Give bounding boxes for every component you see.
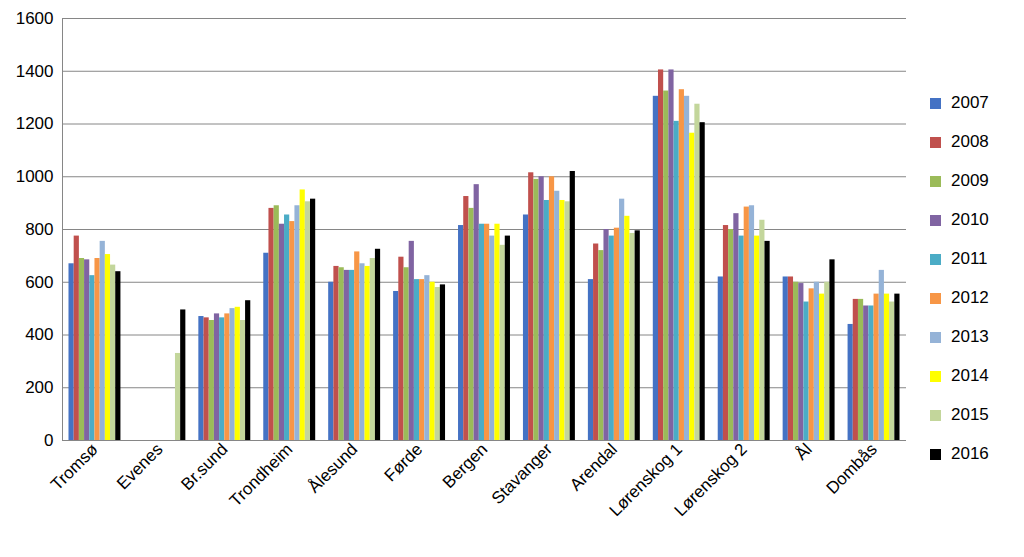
html-text:2012: 2012 bbox=[951, 288, 989, 307]
svg-text:Førde: Førde bbox=[381, 440, 426, 485]
svg-text:Br.sund: Br.sund bbox=[177, 440, 231, 494]
html-text:2010: 2010 bbox=[951, 210, 989, 229]
html-text:2007: 2007 bbox=[951, 93, 989, 112]
svg-text:1600: 1600 bbox=[16, 9, 54, 28]
svg-text:Arendal: Arendal bbox=[566, 440, 621, 495]
svg-text:800: 800 bbox=[25, 220, 53, 239]
svg-text:1000: 1000 bbox=[16, 167, 54, 186]
svg-text:Lørenskog 1: Lørenskog 1 bbox=[605, 439, 686, 520]
svg-text:0: 0 bbox=[44, 431, 53, 450]
html-text:2014: 2014 bbox=[951, 366, 989, 385]
svg-text:Dombås: Dombås bbox=[823, 440, 881, 498]
html-text:2015: 2015 bbox=[951, 405, 989, 424]
html-text:2011: 2011 bbox=[951, 249, 988, 268]
html-text:2013: 2013 bbox=[951, 327, 989, 346]
html-text:2009: 2009 bbox=[951, 171, 989, 190]
svg-text:1200: 1200 bbox=[16, 114, 54, 133]
html-text:2016: 2016 bbox=[951, 444, 989, 463]
svg-text:Bergen: Bergen bbox=[439, 440, 491, 492]
html-text:2008: 2008 bbox=[951, 132, 989, 151]
svg-text:600: 600 bbox=[25, 273, 53, 292]
svg-text:Tromsø: Tromsø bbox=[47, 440, 101, 494]
svg-text:Lørenskog 2: Lørenskog 2 bbox=[671, 440, 751, 520]
svg-text:1400: 1400 bbox=[16, 62, 54, 81]
svg-text:Stavanger: Stavanger bbox=[488, 440, 556, 508]
svg-text:Ål: Ål bbox=[792, 440, 816, 464]
svg-text:Ålesund: Ålesund bbox=[304, 440, 361, 497]
svg-text:200: 200 bbox=[25, 378, 53, 397]
svg-text:Evenes: Evenes bbox=[113, 440, 167, 494]
svg-text:400: 400 bbox=[25, 325, 53, 344]
svg-text:Trondheim: Trondheim bbox=[226, 440, 296, 510]
